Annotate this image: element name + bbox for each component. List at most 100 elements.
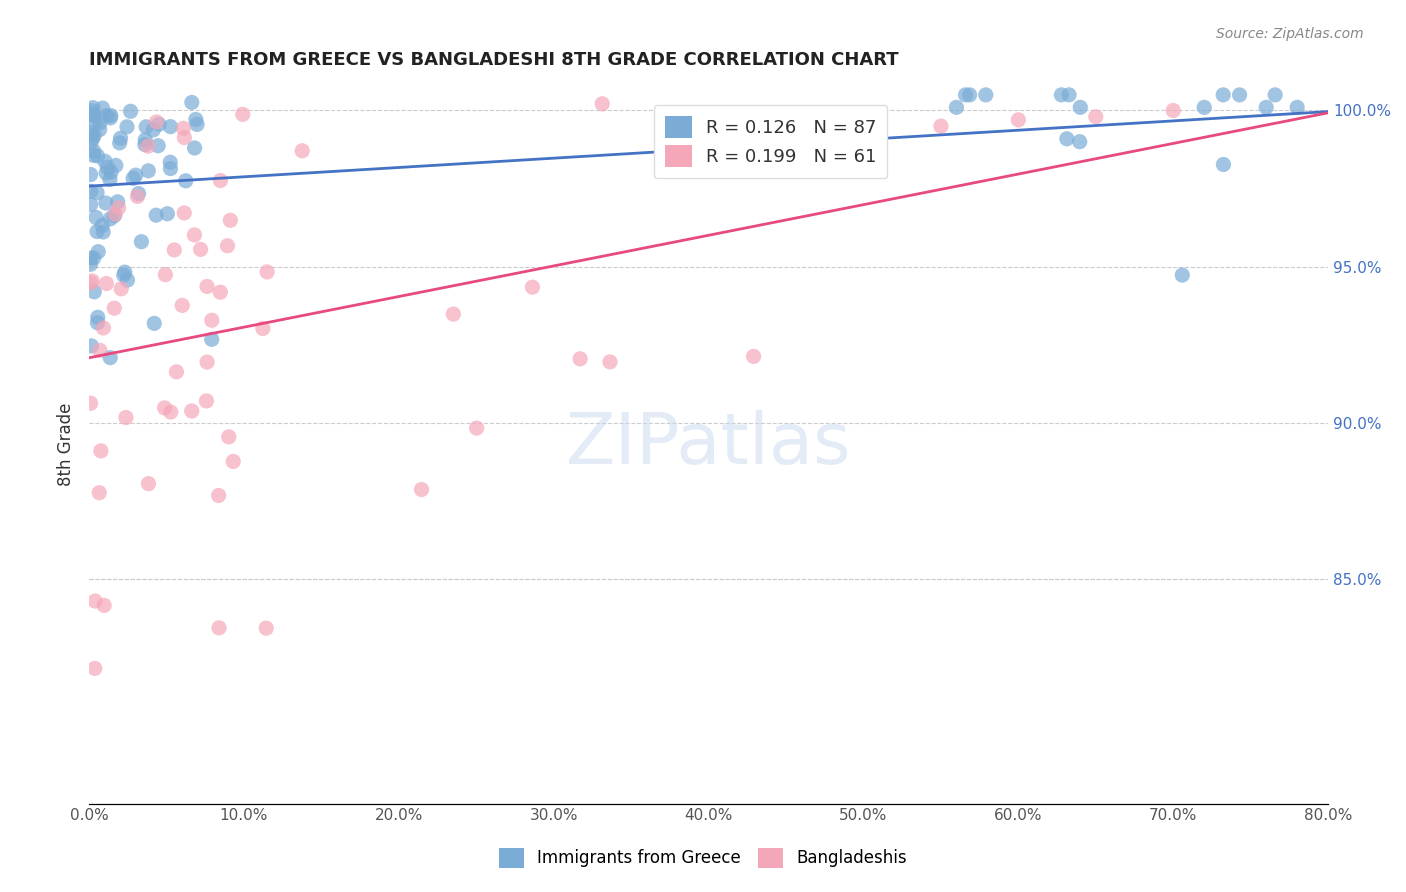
Bangladeshis — [89, 485, 111, 500]
Bangladeshis — [103, 301, 125, 316]
Immigrants from Greece — [174, 174, 197, 188]
Bangladeshis — [79, 276, 101, 290]
Bangladeshis — [155, 268, 177, 282]
Immigrants from Greece — [146, 138, 169, 153]
Y-axis label: 8th Grade: 8th Grade — [58, 403, 75, 486]
Immigrants from Greece — [959, 87, 981, 102]
Immigrants from Greece — [87, 310, 110, 325]
Immigrants from Greece — [79, 197, 101, 211]
Point — [1069, 100, 1091, 114]
Immigrants from Greece — [98, 211, 121, 226]
Immigrants from Greece — [110, 131, 132, 145]
Bangladeshis — [183, 227, 205, 242]
Immigrants from Greece — [1212, 87, 1234, 102]
Bangladeshis — [219, 213, 242, 227]
Immigrants from Greece — [148, 117, 170, 131]
Immigrants from Greece — [84, 211, 107, 225]
Bangladeshis — [107, 201, 129, 215]
Bangladeshis — [104, 207, 127, 221]
Immigrants from Greece — [89, 122, 111, 136]
Immigrants from Greece — [82, 101, 104, 115]
Bangladeshis — [195, 355, 218, 369]
Immigrants from Greece — [79, 168, 101, 182]
Immigrants from Greece — [94, 154, 117, 169]
Bangladeshis — [153, 401, 176, 415]
Text: Source: ZipAtlas.com: Source: ZipAtlas.com — [1216, 27, 1364, 41]
Immigrants from Greece — [86, 186, 108, 200]
Bangladeshis — [90, 443, 112, 458]
Bangladeshis — [82, 274, 104, 288]
Immigrants from Greece — [955, 87, 977, 102]
Bangladeshis — [1161, 103, 1184, 118]
Immigrants from Greece — [1069, 135, 1091, 149]
Immigrants from Greece — [82, 107, 104, 121]
Bangladeshis — [232, 107, 254, 121]
Bangladeshis — [195, 393, 218, 408]
Legend: Immigrants from Greece, Bangladeshis: Immigrants from Greece, Bangladeshis — [492, 841, 914, 875]
Bangladeshis — [136, 139, 159, 153]
Bangladeshis — [173, 130, 195, 145]
Immigrants from Greece — [183, 141, 205, 155]
Immigrants from Greece — [1264, 87, 1286, 102]
Bangladeshis — [115, 410, 138, 425]
Immigrants from Greece — [98, 172, 121, 186]
Bangladeshis — [79, 396, 101, 410]
Bangladeshis — [96, 277, 118, 291]
Immigrants from Greece — [80, 135, 103, 149]
Bangladeshis — [217, 239, 239, 253]
Immigrants from Greece — [91, 225, 114, 239]
Immigrants from Greece — [83, 145, 105, 159]
Immigrants from Greece — [82, 131, 104, 145]
Legend: R = 0.126   N = 87, R = 0.199   N = 61: R = 0.126 N = 87, R = 0.199 N = 61 — [654, 105, 887, 178]
Immigrants from Greece — [114, 265, 136, 279]
Text: ZIPatlas: ZIPatlas — [565, 410, 852, 479]
Bangladeshis — [201, 313, 224, 327]
Immigrants from Greece — [136, 163, 159, 178]
Bangladeshis — [93, 599, 115, 613]
Bangladeshis — [218, 430, 240, 444]
Immigrants from Greece — [89, 116, 111, 130]
Immigrants from Greece — [145, 208, 167, 222]
Bangladeshis — [83, 661, 105, 675]
Immigrants from Greece — [80, 103, 103, 118]
Immigrants from Greece — [134, 137, 156, 152]
Immigrants from Greece — [100, 111, 122, 125]
Bangladeshis — [929, 119, 952, 133]
Bangladeshis — [252, 321, 274, 335]
Bangladeshis — [209, 173, 232, 187]
Immigrants from Greece — [83, 251, 105, 265]
Immigrants from Greece — [94, 166, 117, 180]
Immigrants from Greece — [107, 194, 129, 209]
Immigrants from Greece — [79, 125, 101, 139]
Immigrants from Greece — [201, 332, 224, 346]
Bangladeshis — [159, 405, 181, 419]
Bangladeshis — [145, 115, 167, 129]
Immigrants from Greece — [1171, 268, 1194, 282]
Immigrants from Greece — [1050, 87, 1073, 102]
Immigrants from Greece — [115, 120, 138, 134]
Immigrants from Greece — [1057, 87, 1080, 102]
Bangladeshis — [465, 421, 488, 435]
Bangladeshis — [411, 483, 433, 497]
Bangladeshis — [110, 282, 132, 296]
Immigrants from Greece — [974, 87, 997, 102]
Immigrants from Greece — [180, 95, 202, 110]
Immigrants from Greece — [117, 273, 139, 287]
Immigrants from Greece — [100, 109, 122, 123]
Immigrants from Greece — [83, 116, 105, 130]
Immigrants from Greece — [79, 251, 101, 265]
Bangladeshis — [209, 285, 232, 300]
Bangladeshis — [180, 404, 202, 418]
Immigrants from Greece — [186, 117, 208, 131]
Bangladeshis — [163, 243, 186, 257]
Bangladeshis — [256, 265, 278, 279]
Immigrants from Greece — [108, 136, 131, 150]
Immigrants from Greece — [83, 285, 105, 299]
Point — [945, 100, 967, 114]
Bangladeshis — [195, 279, 218, 293]
Immigrants from Greece — [79, 185, 101, 199]
Immigrants from Greece — [98, 351, 121, 365]
Immigrants from Greece — [104, 158, 127, 172]
Immigrants from Greece — [135, 120, 157, 134]
Bangladeshis — [89, 343, 111, 358]
